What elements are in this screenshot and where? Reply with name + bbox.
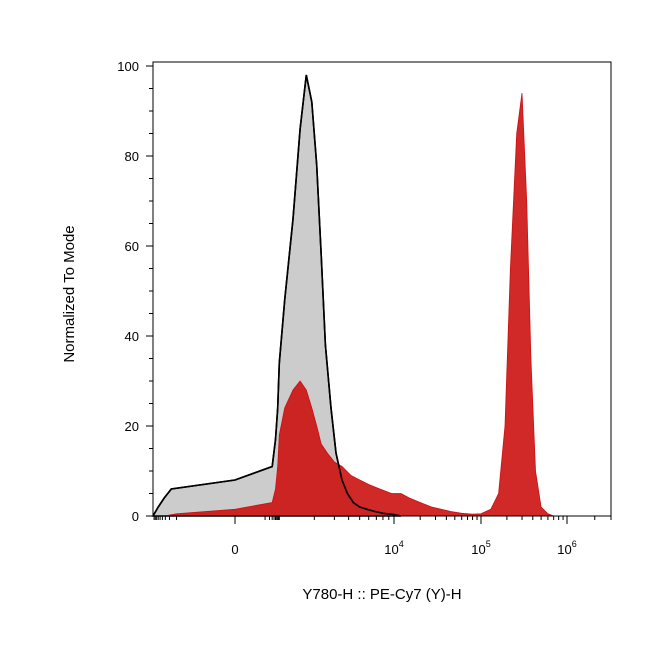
y-tick-label-0: 0 — [132, 509, 139, 524]
y-tick-label-80: 80 — [125, 149, 139, 164]
x-tick-label-2: 105 — [471, 539, 490, 557]
y-tick-label-60: 60 — [125, 239, 139, 254]
y-tick-label-20: 20 — [125, 419, 139, 434]
plot-frame — [152, 61, 612, 517]
x-axis: 0 104 105 106 — [153, 516, 612, 557]
x-tick-label-3: 106 — [557, 539, 576, 557]
histogram-series-1-outline — [152, 74, 402, 517]
x-axis-title: Y780-H :: PE-Cy7 (Y)-H — [302, 586, 461, 603]
y-axis: 0 20 40 60 80 100 — [117, 59, 153, 524]
histogram-series-1 — [151, 74, 402, 517]
histogram-series-2 — [164, 92, 554, 517]
y-tick-label-100: 100 — [117, 59, 139, 74]
y-axis-title: Normalized To Mode — [61, 225, 78, 362]
x-tick-label-1: 104 — [384, 539, 403, 557]
y-tick-label-40: 40 — [125, 329, 139, 344]
histogram-areas — [151, 74, 554, 517]
x-tick-label-0: 0 — [231, 542, 238, 557]
